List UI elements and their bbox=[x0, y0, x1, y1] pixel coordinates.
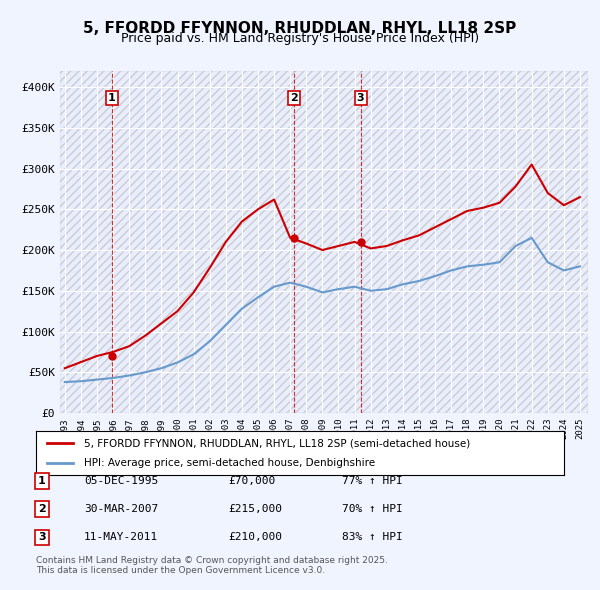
Text: 2: 2 bbox=[290, 93, 298, 103]
Text: 05-DEC-1995: 05-DEC-1995 bbox=[84, 476, 158, 486]
Text: 83% ↑ HPI: 83% ↑ HPI bbox=[342, 533, 403, 542]
Text: 2: 2 bbox=[38, 504, 46, 514]
Text: 3: 3 bbox=[38, 533, 46, 542]
Text: 77% ↑ HPI: 77% ↑ HPI bbox=[342, 476, 403, 486]
Text: 11-MAY-2011: 11-MAY-2011 bbox=[84, 533, 158, 542]
Text: £215,000: £215,000 bbox=[228, 504, 282, 514]
Text: 1: 1 bbox=[38, 476, 46, 486]
Text: Price paid vs. HM Land Registry's House Price Index (HPI): Price paid vs. HM Land Registry's House … bbox=[121, 32, 479, 45]
Text: 70% ↑ HPI: 70% ↑ HPI bbox=[342, 504, 403, 514]
Text: £210,000: £210,000 bbox=[228, 533, 282, 542]
Text: 5, FFORDD FFYNNON, RHUDDLAN, RHYL, LL18 2SP: 5, FFORDD FFYNNON, RHUDDLAN, RHYL, LL18 … bbox=[83, 21, 517, 35]
Text: 3: 3 bbox=[357, 93, 364, 103]
Text: Contains HM Land Registry data © Crown copyright and database right 2025.
This d: Contains HM Land Registry data © Crown c… bbox=[36, 556, 388, 575]
Text: 30-MAR-2007: 30-MAR-2007 bbox=[84, 504, 158, 514]
Text: 1: 1 bbox=[108, 93, 116, 103]
Text: £70,000: £70,000 bbox=[228, 476, 275, 486]
Text: HPI: Average price, semi-detached house, Denbighshire: HPI: Average price, semi-detached house,… bbox=[83, 458, 374, 467]
Text: 5, FFORDD FFYNNON, RHUDDLAN, RHYL, LL18 2SP (semi-detached house): 5, FFORDD FFYNNON, RHUDDLAN, RHYL, LL18 … bbox=[83, 438, 470, 448]
